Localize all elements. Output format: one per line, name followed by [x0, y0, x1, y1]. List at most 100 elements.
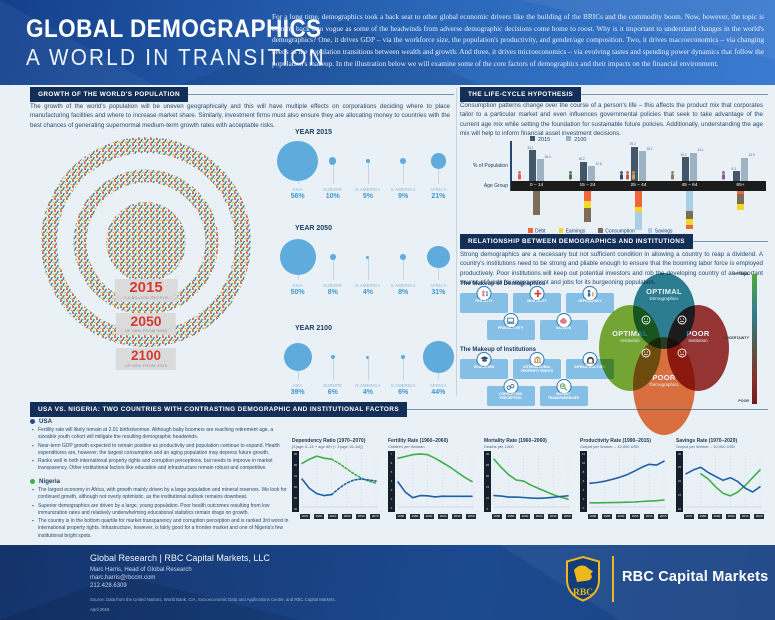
- ytick-label: 15: [485, 484, 490, 489]
- flow-savings: [686, 191, 693, 211]
- footer-email: marc.harris@rbccm.com: [90, 575, 156, 581]
- chart-svg: [589, 453, 666, 508]
- ytick-label: 6: [582, 478, 585, 483]
- family-icon: [619, 171, 636, 180]
- population-bubble-column: N.AMERICA 5%: [350, 136, 385, 204]
- xtick-label: 2030: [342, 513, 352, 519]
- country-bullet: Superior demographics are driven by a la…: [32, 503, 292, 517]
- population-bubble-column: N.AMERICA 4%: [350, 232, 385, 300]
- venn-label: OPTIMAL: [612, 329, 648, 338]
- population-bubble: [366, 255, 370, 259]
- population-share-bubble-charts: YEAR 2015 ASIA 56% EUROPE 10% N.AMERICA 5% S.AM…: [277, 129, 456, 396]
- growth-body: The growth of the world's population wil…: [30, 103, 450, 129]
- bubble-region-label: EUROPE: [323, 283, 343, 288]
- country-bullet: The country is in the bottom quartile fo…: [32, 518, 292, 539]
- population-bubble: [330, 354, 335, 360]
- population-bubble-column: S.AMERICA 9%: [386, 136, 421, 204]
- chart-mortality_rate: Mortality Rate (1960–2060) Deaths per 100…: [484, 438, 574, 519]
- bar-2015: [630, 146, 638, 181]
- makeup-tile-education: EDUCATION: [460, 352, 508, 379]
- chart-subtitle: [Σ(age 0–14 + age 65+) / Σ(age 15–64)]: [292, 444, 363, 449]
- makeup-tile-label: FERTILITY: [475, 299, 493, 303]
- age-band-label: 25 – 44: [630, 183, 647, 188]
- population-bubble-column: AFRICA 31%: [421, 232, 456, 300]
- bubble-value-label: 56%: [290, 193, 305, 200]
- ytick-label: 4: [390, 478, 393, 483]
- ytick-label: 30: [485, 451, 490, 456]
- makeup-tile-international-property-rights: INTERNATIONAL PROPERTY RIGHTS: [513, 352, 561, 379]
- person-figure-icon: [670, 171, 674, 180]
- country-bullet: Ranks well in both international propert…: [32, 458, 292, 472]
- footer-gold-divider: [612, 556, 614, 602]
- fertility-icon: [476, 286, 492, 301]
- bubble-region-label: N.AMERICA: [355, 187, 381, 192]
- bubble-stem: [438, 168, 440, 184]
- usa-label: USA: [39, 418, 53, 425]
- flow-earnings: [635, 207, 642, 212]
- chart-title: Productivity Rate (1990–2015): [580, 438, 651, 444]
- bubble-stem: [403, 259, 405, 280]
- chart-subtitle: Children per Woman: [388, 444, 425, 449]
- ytick-label: 20: [677, 479, 682, 483]
- makeup-tile-fertility: FERTILITY: [460, 286, 508, 313]
- bar-2100: [588, 166, 595, 181]
- legend-2100: 2100: [566, 136, 587, 143]
- xtick-label: 2050: [356, 513, 366, 519]
- bubble-value-label: 8%: [398, 289, 409, 296]
- population-share-group: YEAR 2100 ASIA 39% EUROPE 6% N.AMERICA 4% S.AME…: [280, 325, 456, 400]
- ytick-label: 12: [581, 451, 586, 456]
- consumption-label: Consumption: [605, 228, 635, 235]
- bubble-region-label: ASIA: [292, 383, 303, 388]
- legend-2015: 2015: [530, 136, 550, 143]
- population-bubble: [283, 342, 312, 372]
- bubble-stem: [332, 359, 334, 380]
- country-bullet: Near-term GDP growth expected to remain …: [32, 443, 292, 457]
- bubble-value-label: 4%: [362, 289, 374, 296]
- chart-yaxis: 30 25 20 15 10 5: [484, 451, 491, 512]
- lifecycle-columns: 26.1 18.4 16.2 12.6 29.2 25.1 20.2 24.1 8.3 19.9: [458, 136, 768, 238]
- population-bubble-column: ASIA 56%: [277, 136, 318, 204]
- xtick-label: 2005: [630, 513, 640, 519]
- legend-earnings: Earnings: [558, 228, 585, 235]
- footer-source: Source: Data from the United Nations, Wo…: [90, 597, 336, 602]
- bar-2015-value: 26.1: [527, 145, 534, 150]
- bubble-region-label: EUROPE: [323, 383, 343, 388]
- xtick-label: 1990: [588, 513, 598, 519]
- venn-sublabel: Institution: [620, 338, 640, 343]
- footer-contact-name: Marc Harris, Head of Global Research: [90, 567, 192, 573]
- ytick-label: 70: [293, 473, 298, 478]
- header: GLOBAL DEMOGRAPHICS A WORLD IN TRANSITIO…: [0, 0, 775, 85]
- makeup-tile-label: EDUCATION: [474, 365, 494, 369]
- ytick-label: 5: [390, 469, 393, 474]
- fertility-icon: [481, 289, 488, 296]
- bubble-group-year: YEAR 2050: [295, 225, 332, 232]
- xtick-label: 2020: [754, 513, 764, 519]
- bubble-region-label: S.AMERICA: [390, 187, 416, 192]
- flow-debt: [737, 191, 744, 194]
- population-bubble: [366, 159, 370, 163]
- demographics-institutions-venn: OPTIMAL Demographics OPTIMAL Institution…: [588, 268, 748, 435]
- bubble-stem: [438, 268, 440, 280]
- title-line-2: A WORLD IN TRANSITION: [26, 43, 326, 70]
- education-icon: [479, 355, 489, 362]
- bubble-value-label: 31%: [431, 289, 446, 296]
- population-bubble-column: ASIA 39%: [280, 332, 315, 400]
- xtick-label: 2010: [644, 513, 654, 519]
- scale-poor-label: POOR: [738, 399, 749, 403]
- institutions-makeup-heading: The Makeup of Institutions: [460, 347, 536, 353]
- flow-savings: [635, 212, 642, 230]
- debt-swatch: [528, 228, 533, 233]
- population-bubble: [400, 254, 407, 260]
- dependency-icon: [587, 289, 594, 297]
- neutral-face-icon: [641, 348, 651, 358]
- population-bubble-column: EUROPE 6%: [315, 332, 350, 400]
- infant-icon: [517, 171, 522, 180]
- population-bubble: [277, 140, 318, 182]
- chart-yaxis: 7 6 5 4 3 2 1: [388, 451, 395, 512]
- ytick-label: 60: [293, 484, 298, 489]
- person-figure-icon: [631, 171, 635, 180]
- population-bubble: [399, 157, 407, 165]
- corruption-icon: [506, 383, 515, 390]
- makeup-tile-corruption-perception: CORRUPTION PERCEPTION: [486, 379, 535, 406]
- person-figure-icon: [625, 171, 629, 180]
